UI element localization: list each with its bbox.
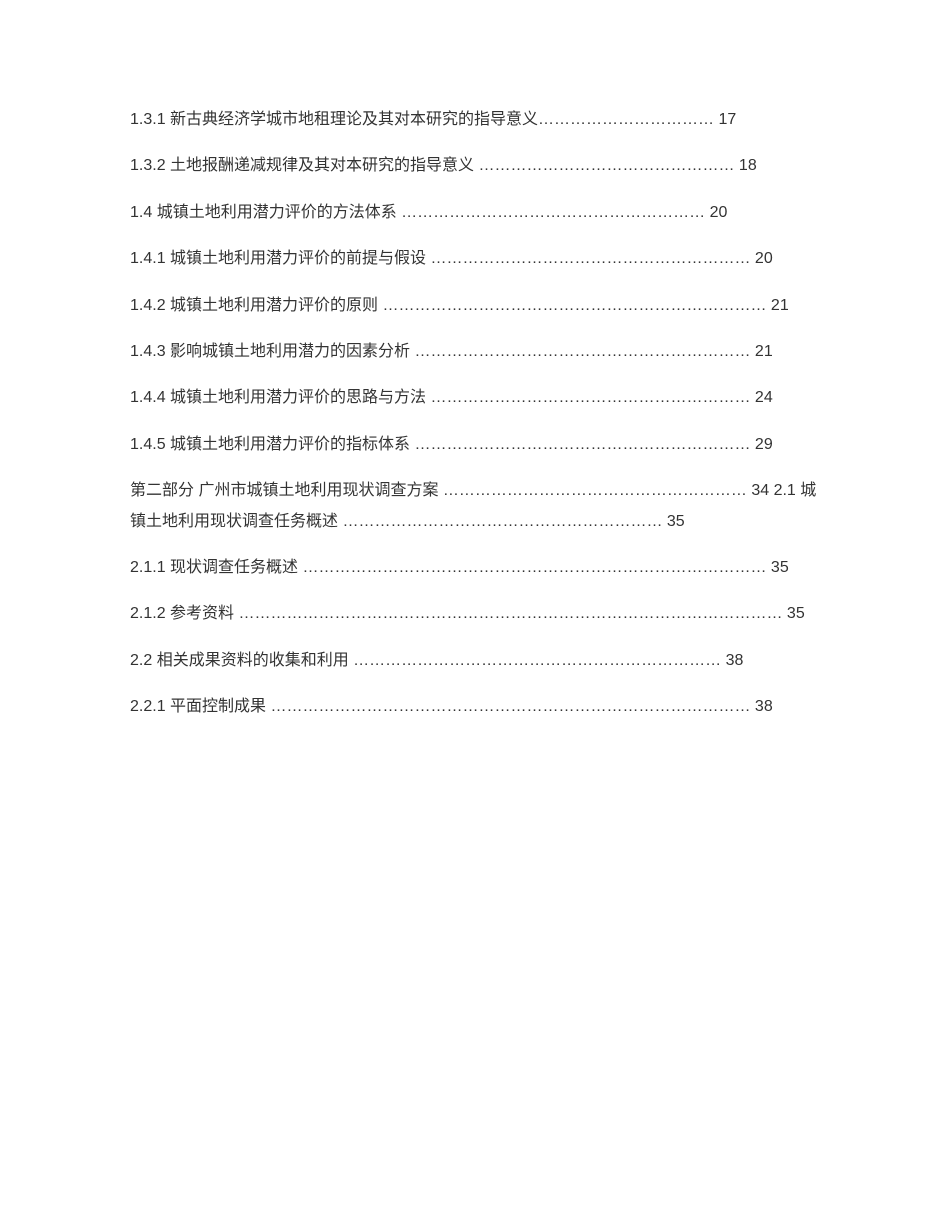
toc-entry: 2.2.1 平面控制成果 ………………………………………………………………………… xyxy=(130,692,820,722)
toc-entry: 1.4.4 城镇土地利用潜力评价的思路与方法 ……………………………………………… xyxy=(130,383,820,413)
toc-entry: 1.4 城镇土地利用潜力评价的方法体系 ………………………………………………… … xyxy=(130,198,820,228)
toc-entry: 1.4.2 城镇土地利用潜力评价的原则 ……………………………………………………… xyxy=(130,291,820,321)
toc-container: 1.3.1 新古典经济学城市地租理论及其对本研究的指导意义……………………………… xyxy=(130,105,820,722)
toc-entry: 第二部分 广州市城镇土地利用现状调查方案 …………………………………………………… xyxy=(130,476,820,537)
toc-entry: 1.3.1 新古典经济学城市地租理论及其对本研究的指导意义……………………………… xyxy=(130,105,820,135)
toc-entry: 1.4.1 城镇土地利用潜力评价的前提与假设 ……………………………………………… xyxy=(130,244,820,274)
toc-entry: 2.1.1 现状调查任务概述 …………………………………………………………………… xyxy=(130,553,820,583)
toc-entry: 1.3.2 土地报酬递减规律及其对本研究的指导意义 ……………………………………… xyxy=(130,151,820,181)
toc-entry: 2.1.2 参考资料 ……………………………………………………………………………… xyxy=(130,599,820,629)
toc-entry: 1.4.3 影响城镇土地利用潜力的因素分析 ………………………………………………… xyxy=(130,337,820,367)
toc-entry: 1.4.5 城镇土地利用潜力评价的指标体系 ………………………………………………… xyxy=(130,430,820,460)
toc-entry: 2.2 相关成果资料的收集和利用 ……………………………………………………………… xyxy=(130,646,820,676)
